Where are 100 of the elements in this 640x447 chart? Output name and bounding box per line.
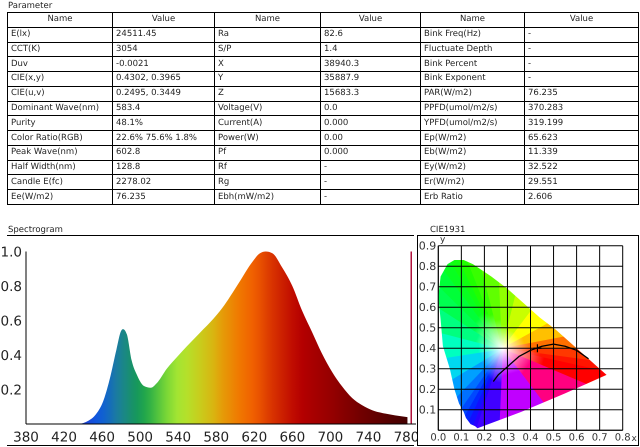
text: Current(A) [218,118,262,128]
text: Purity [11,118,36,128]
text: - [528,58,532,69]
text: PAR(W/m2) [424,88,472,98]
x-tick-label: 660 [279,430,306,446]
text: - [324,162,328,172]
text: 0.2495, 0.3449 [116,88,181,98]
y-tick-label: 0.5 [418,322,436,335]
text: Eb(W/m2) [424,147,466,158]
text: - [324,192,328,202]
text: 48.1% [116,118,144,128]
text: 0.000 [324,147,348,158]
x-axis-title: x [632,434,637,444]
text: 76.235 [116,192,146,202]
x-tick-label: 0.3 [499,432,516,444]
x-tick-label: 380 [13,430,39,446]
text: 15683.3 [324,88,360,98]
x-tick-label: 700 [318,430,344,446]
text: CCT(K) [11,44,40,54]
x-tick-label: 420 [51,430,77,446]
text: 370.283 [528,102,564,113]
text: Color Ratio(RGB) [11,132,83,142]
text: Name [47,14,73,24]
x-tick-label: 0.7 [592,432,608,444]
text: Dominant Wave(nm) [11,102,100,113]
chart-title: Spectrogram [8,225,63,235]
x-tick-label: 500 [127,430,154,446]
x-tick-label: 0.4 [522,432,538,444]
y-tick-label: 0.2 [418,383,436,396]
x-tick-label: 460 [89,430,115,446]
y-tick-label: 0.1 [418,404,436,417]
text: 2278.02 [116,176,152,187]
text: 319.199 [528,118,564,128]
text: 76.235 [528,88,558,98]
text: 38940.3 [324,58,360,69]
text: Voltage(V) [218,102,262,113]
text: Name [254,14,280,24]
text: Ebh(mW/m2) [218,192,274,202]
text: 0.0 [324,102,338,113]
text: 11.339 [528,147,558,158]
text: Fluctuate Depth [424,44,492,54]
text: CIE(x,y) [11,73,44,84]
y-axis-title: y [440,235,446,245]
text: 65.623 [528,132,558,142]
text: Rg [218,176,230,187]
y-tick-label: 1.0 [0,244,22,260]
y-tick-label: 0.2 [0,382,22,398]
y-tick-label: 0.6 [0,313,22,330]
text: 82.6 [324,29,343,40]
text: Half Width(nm) [11,162,76,172]
x-tick-label: 540 [165,430,192,446]
y-tick-label: 0.8 [418,260,436,274]
y-tick-label: 0.6 [418,301,436,314]
text: Peak Wave(nm) [11,147,78,158]
x-tick-label: 0.0 [430,432,446,444]
x-tick-label: 0.2 [476,432,492,444]
x-tick-label: 620 [241,430,268,446]
text: - [324,176,328,187]
text: Value [570,14,594,24]
text: 583.4 [116,102,140,113]
text: Bink Percent [424,58,478,69]
x-tick-label: 580 [203,430,230,446]
chart-title: CIE1931 [430,225,466,235]
text: 35887.9 [324,73,360,84]
text: 32.522 [528,162,558,172]
text: Ey(W/m2) [424,162,466,172]
x-tick-label: 0.6 [568,432,585,444]
x-tick-label: 0.5 [546,432,562,444]
text: 22.6% 75.6% 1.8% [116,132,198,142]
y-tick-label: 0.4 [418,342,436,356]
x-tick-label: 740 [356,430,382,446]
text: Bink Exponent [424,73,486,84]
text: X [218,58,224,69]
text: Ee(W/m2) [11,192,54,202]
y-tick-label: 0.3 [418,362,436,376]
text: Value [358,14,382,24]
y-tick-label: 0.8 [0,278,22,295]
y-tick-label: 0.7 [418,280,436,294]
text: YPFD(umol/m2/s) [424,118,498,128]
text: Bink Freq(Hz) [424,29,481,40]
text: 2.606 [528,192,552,202]
text: Ra [218,29,229,40]
text: 0.000 [324,118,348,128]
text: - [528,29,532,40]
text: 1.4 [324,44,338,54]
text: 0.00 [324,132,343,142]
text: CIE(u,v) [11,88,45,98]
text: Value [152,14,176,24]
x-tick-label: 0.8 [614,432,631,444]
text: Duv [11,58,28,69]
text: Pf [218,147,226,158]
text: Name [460,14,486,24]
text: Erb Ratio [424,192,463,202]
text: E(lx) [11,29,30,40]
text: 3054 [116,44,138,54]
text: -0.0021 [116,58,149,69]
text: - [528,44,532,54]
y-tick-label: 0.9 [418,240,436,253]
text: Er(W/m2) [424,176,464,187]
x-tick-label: 0.1 [453,432,470,444]
